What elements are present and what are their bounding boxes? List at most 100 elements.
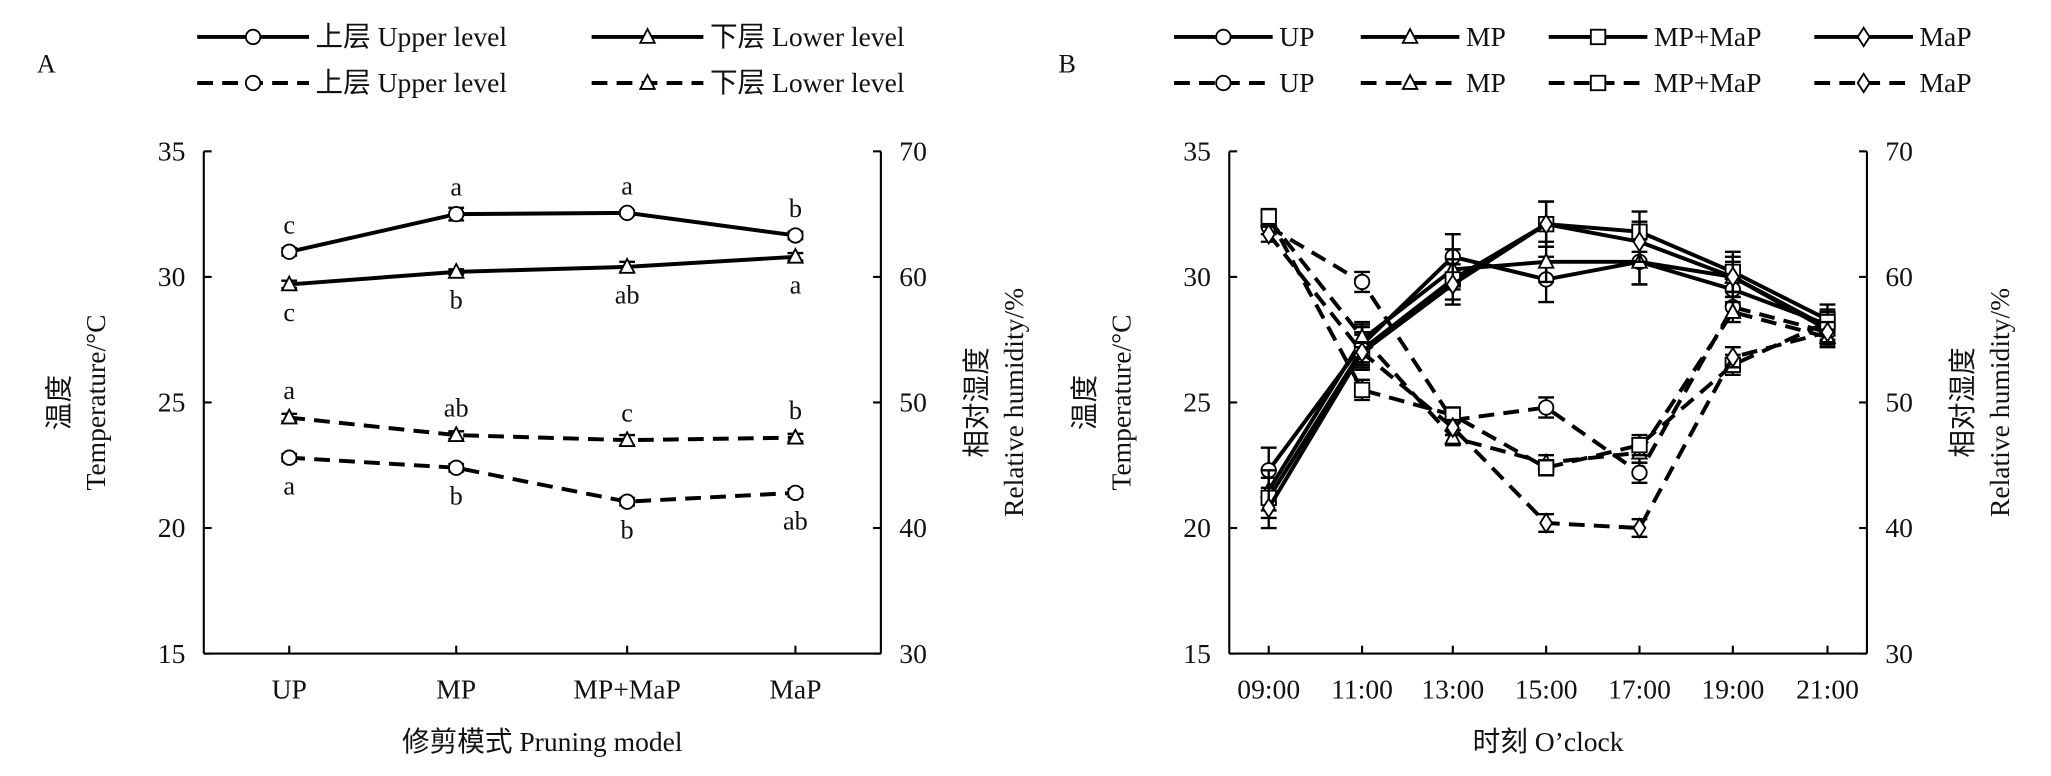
panel-b: B 15 20 25 30 35 30 40 50 60 70 09:00 11:00 13:00 15:0…	[1058, 21, 2015, 757]
legend-label: MaP	[1920, 67, 1972, 98]
data-point	[787, 227, 804, 244]
data-point	[618, 204, 636, 222]
significance-letter: c	[283, 298, 295, 327]
x-tick-label: 21:00	[1796, 673, 1859, 704]
data-point	[1725, 346, 1740, 369]
data-point	[1353, 381, 1371, 399]
data-point	[786, 427, 805, 445]
y2-axis-title-cn: 相对湿度	[1947, 347, 1978, 457]
legend-label: 上层 Upper level	[316, 67, 508, 98]
legend-marker	[1856, 26, 1871, 48]
data-point	[1537, 459, 1555, 476]
y2-tick-label: 60	[899, 261, 927, 292]
legend-entry: UP	[1174, 21, 1315, 52]
data-point	[281, 449, 298, 466]
y2-axis-title-cn: 相对湿度	[961, 347, 992, 457]
data-point	[1632, 517, 1647, 539]
y-tick-label: 25	[158, 387, 186, 418]
series-circle-solid: c a a b	[281, 171, 804, 260]
data-point	[1725, 265, 1740, 288]
legend-label: UP	[1279, 21, 1314, 52]
x-tick-label: 17:00	[1608, 673, 1671, 704]
y-tick-label: 20	[158, 512, 186, 543]
x-axis-title: 修剪模式 Pruning model	[402, 726, 683, 757]
data-point	[618, 430, 636, 447]
data-point	[1631, 437, 1648, 454]
y-tick-label: 30	[1183, 261, 1211, 292]
data-point	[280, 274, 298, 292]
series-square-dashed	[1260, 207, 1836, 477]
legend-entry: MP+MaP	[1548, 21, 1762, 52]
legend-marker	[244, 28, 262, 46]
y2-axis-title: Relative humidity/%	[1984, 288, 2015, 517]
panel-label: B	[1058, 49, 1076, 78]
y2-axis-title: Relative humidity/%	[998, 288, 1029, 517]
data-point	[1353, 273, 1371, 291]
data-point	[1445, 416, 1460, 439]
x-tick-label: 13:00	[1421, 673, 1484, 704]
legend-marker	[1401, 73, 1419, 90]
data-point	[1260, 208, 1277, 225]
legend-entry: MP+MaP	[1548, 67, 1762, 98]
data-point	[1537, 399, 1555, 416]
y2-tick-label: 60	[1885, 261, 1913, 292]
legend-marker	[638, 73, 657, 90]
legend-entry: MaP	[1814, 67, 1972, 98]
data-point	[1537, 251, 1555, 269]
y-tick-label: 15	[158, 638, 186, 669]
significance-letter: a	[621, 171, 633, 200]
data-point	[447, 425, 465, 442]
data-point	[1445, 273, 1460, 296]
legend-label: MP	[1466, 67, 1506, 98]
legend-marker	[1401, 27, 1419, 44]
legend-marker	[244, 74, 262, 92]
x-tick-label: MP	[436, 673, 476, 704]
legend-label: 下层 Lower level	[710, 67, 905, 98]
y-tick-label: 20	[1183, 512, 1211, 543]
legend-entry: 上层 Upper level	[197, 67, 507, 98]
y-axis-title-cn: 温度	[1069, 375, 1100, 430]
significance-letter: c	[621, 399, 633, 428]
data-point	[1724, 302, 1742, 319]
y2-tick-label: 30	[899, 638, 927, 669]
y2-tick-label: 40	[1885, 512, 1913, 543]
x-tick-label: 11:00	[1331, 673, 1393, 704]
series-line	[289, 254, 796, 287]
data-point	[1261, 497, 1276, 519]
significance-letter: b	[789, 396, 802, 425]
significance-letter: b	[450, 482, 463, 511]
significance-letter: c	[283, 210, 295, 239]
legend-entry: 下层 Lower level	[591, 67, 905, 98]
legend-label: MP+MaP	[1654, 67, 1762, 98]
y2-tick-label: 40	[899, 512, 927, 543]
data-point	[787, 484, 804, 502]
data-point	[280, 407, 298, 425]
y-tick-label: 35	[158, 136, 186, 167]
legend-label: MP+MaP	[1654, 21, 1762, 52]
series-line	[288, 210, 796, 254]
data-point	[618, 256, 636, 274]
y2-tick-label: 50	[899, 387, 927, 418]
data-point	[448, 459, 465, 476]
legend-entry: MP	[1360, 21, 1506, 52]
significance-letter: b	[450, 286, 463, 315]
significance-letter: b	[789, 194, 802, 223]
series-line	[289, 415, 796, 443]
series-triangle-dashed	[1259, 209, 1837, 472]
series-line	[289, 455, 796, 504]
significance-letter: ab	[444, 394, 469, 423]
legend-entry: 下层 Lower level	[591, 21, 905, 52]
legend-label: MP	[1466, 21, 1506, 52]
series-triangle-dashed: a ab c b	[280, 376, 805, 447]
series-circle-dashed: a bb ab	[281, 449, 808, 544]
y-tick-label: 15	[1183, 638, 1211, 669]
y2-tick-label: 70	[899, 136, 927, 167]
data-point	[1355, 341, 1370, 364]
legend-marker	[1215, 28, 1232, 46]
x-tick-label: UP	[272, 673, 307, 704]
legend-label: MaP	[1920, 21, 1972, 52]
data-point	[448, 205, 465, 223]
y2-tick-label: 30	[1885, 638, 1913, 669]
x-tick-label: MP+MaP	[573, 673, 681, 704]
